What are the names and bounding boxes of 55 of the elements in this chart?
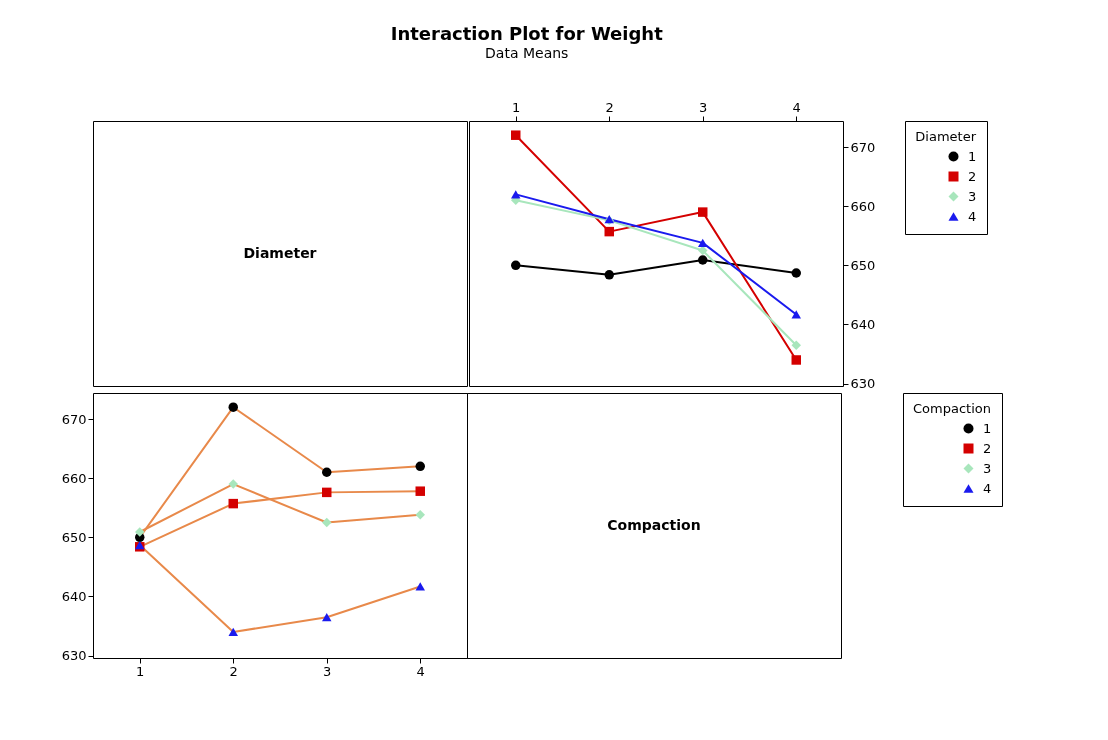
point: [511, 130, 521, 140]
point: [698, 255, 708, 265]
legend-label: 2: [968, 168, 977, 184]
point: [791, 340, 801, 350]
point: [228, 498, 238, 509]
x-tick-label: 4: [792, 99, 801, 115]
point: [415, 461, 425, 472]
y-tick-label: 670: [850, 139, 876, 155]
y-tick-label: 660: [850, 198, 876, 214]
legend-label: 1: [968, 148, 977, 164]
y-tick-label: 630: [850, 376, 876, 392]
text: Diameter: [243, 244, 317, 261]
point: [415, 582, 425, 591]
legend-title: Compaction: [913, 401, 991, 416]
point: [322, 487, 332, 498]
x-tick-label: 1: [136, 663, 145, 679]
y-tick-label: 630: [61, 648, 87, 664]
x-tick-label: 2: [229, 663, 238, 679]
x-tick-label: 3: [323, 663, 332, 679]
x-tick-label: 1: [512, 99, 521, 115]
x-tick-label: 4: [416, 663, 425, 679]
point: [604, 270, 614, 280]
point: [791, 355, 801, 365]
point: [322, 613, 332, 622]
y-tick-label: 650: [61, 529, 87, 545]
legend-title: Diameter: [915, 129, 977, 144]
legend-label: 4: [983, 480, 992, 496]
legend-label: 3: [983, 460, 992, 476]
text: Compaction: [607, 516, 701, 533]
y-tick-label: 670: [61, 411, 87, 427]
text: Interaction Plot for Weight: [390, 22, 664, 44]
y-tick-label: 640: [850, 316, 876, 332]
point: [791, 310, 801, 319]
legend-label: 2: [983, 440, 992, 456]
point: [322, 467, 332, 477]
y-tick-label: 660: [61, 470, 87, 486]
point: [511, 260, 521, 271]
legend-label: 1: [983, 420, 992, 436]
point: [228, 627, 238, 637]
point: [698, 238, 708, 247]
point: [415, 486, 425, 496]
point: [791, 268, 801, 278]
point: [698, 207, 708, 217]
legend-label: 4: [968, 208, 977, 224]
point: [228, 479, 238, 489]
y-tick-label: 640: [61, 588, 87, 604]
point: [228, 402, 238, 412]
y-tick-label: 650: [850, 257, 876, 273]
text: Data Means: [485, 44, 569, 61]
point: [415, 510, 425, 520]
point: [322, 517, 332, 528]
x-tick-label: 3: [699, 99, 708, 115]
point: [604, 226, 614, 237]
x-tick-label: 2: [605, 99, 614, 115]
legend-label: 3: [968, 188, 977, 204]
